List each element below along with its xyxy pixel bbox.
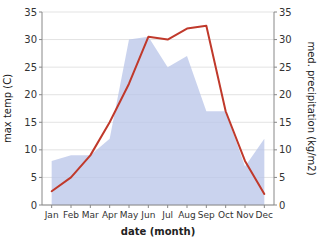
x-tick <box>109 205 110 208</box>
x-tick-label: Jul <box>161 210 173 220</box>
y2-tick-label: 0 <box>279 200 285 211</box>
grid-line <box>42 205 274 206</box>
y-tick <box>39 12 42 13</box>
x-tick <box>206 205 207 208</box>
y-tick <box>39 205 42 206</box>
x-tick-label: Aug <box>178 210 196 220</box>
y2-axis-label: med. precipitation (kg/m2) <box>306 41 317 175</box>
y2-tick <box>274 122 277 123</box>
precipitation-area <box>52 37 265 205</box>
y-tick <box>39 149 42 150</box>
x-tick <box>264 205 265 208</box>
x-tick-label: Dec <box>256 210 273 220</box>
y-tick-label: 25 <box>24 62 37 73</box>
y2-tick <box>274 205 277 206</box>
y-tick <box>39 122 42 123</box>
x-tick-label: Oct <box>218 210 234 220</box>
x-tick <box>148 205 149 208</box>
x-tick <box>129 205 130 208</box>
x-tick <box>167 205 168 208</box>
x-tick-label: Jun <box>140 210 155 220</box>
x-tick-label: Nov <box>236 210 254 220</box>
x-axis-line <box>42 205 274 206</box>
chart: 0 5 10 15 20 25 30 35 0 5 10 15 20 25 30 35 Jan FebMarApr… <box>0 0 318 247</box>
x-tick-label: Mar <box>82 210 99 220</box>
y-tick-label: 35 <box>24 7 37 18</box>
y2-axis-line <box>274 12 275 205</box>
y-tick <box>39 94 42 95</box>
y2-tick-label: 15 <box>279 117 292 128</box>
y-tick <box>39 177 42 178</box>
y-tick-label: 10 <box>24 144 37 155</box>
x-tick-label: Sep <box>198 210 215 220</box>
y2-tick <box>274 12 277 13</box>
grid-line <box>42 39 274 40</box>
y-tick-label: 5 <box>31 172 37 183</box>
x-tick-label: Feb <box>63 210 79 220</box>
x-tick-label: May <box>120 210 139 220</box>
y-tick <box>39 39 42 40</box>
y-tick-label: 30 <box>24 34 37 45</box>
y-axis-label: max temp (C) <box>2 74 13 143</box>
axes: 0 5 10 15 20 25 30 35 0 5 10 15 20 25 30 35 Jan FebMarApr… <box>24 7 291 221</box>
x-tick <box>187 205 188 208</box>
y2-tick-label: 25 <box>279 62 292 73</box>
y2-tick <box>274 149 277 150</box>
y2-tick <box>274 39 277 40</box>
y2-tick-label: 10 <box>279 144 292 155</box>
temperature-line <box>52 26 265 194</box>
grid-line <box>42 12 274 13</box>
y-tick-label: 0 <box>31 200 37 211</box>
x-tick <box>225 205 226 208</box>
x-tick <box>245 205 246 208</box>
y2-tick <box>274 67 277 68</box>
x-tick-label: Apr <box>102 210 118 220</box>
x-tick <box>51 205 52 208</box>
plot-area <box>52 26 265 205</box>
y2-tick <box>274 177 277 178</box>
y2-tick-label: 20 <box>279 89 292 100</box>
y-tick-label: 20 <box>24 89 37 100</box>
y-tick <box>39 67 42 68</box>
x-tick <box>90 205 91 208</box>
y2-tick-label: 35 <box>279 7 292 18</box>
x-tick-label: Jan <box>44 210 59 220</box>
y2-tick-label: 5 <box>279 172 285 183</box>
x-tick <box>71 205 72 208</box>
y2-tick-label: 30 <box>279 34 292 45</box>
y-tick-label: 15 <box>24 117 37 128</box>
x-axis-label: date (month) <box>121 226 195 237</box>
y-axis-line <box>42 12 43 205</box>
grid <box>42 12 274 205</box>
y2-tick <box>274 94 277 95</box>
